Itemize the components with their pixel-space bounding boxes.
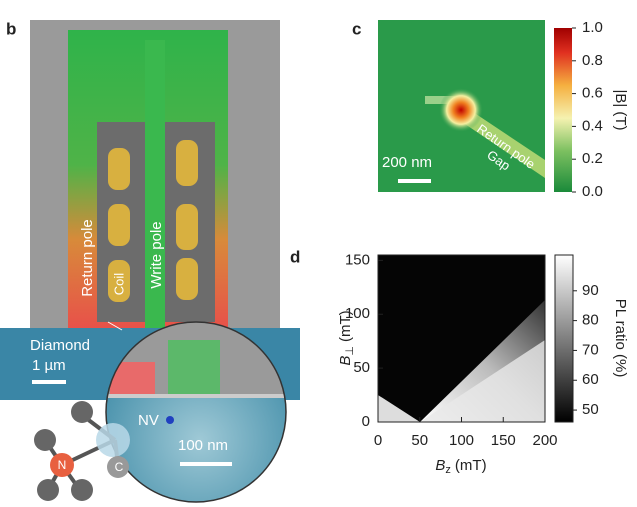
x-tick-label: 100 xyxy=(449,432,474,449)
colorbar-label: |B| (T) xyxy=(612,89,629,130)
scale-label: 100 nm xyxy=(178,437,228,454)
atom xyxy=(71,401,93,423)
y-tick-label: 100 xyxy=(345,305,370,322)
colorbar-tick-label: 0.8 xyxy=(582,52,603,69)
colorbar-tick-label: 90 xyxy=(582,282,599,299)
coil-label: Coil xyxy=(111,273,126,296)
atom-label: N xyxy=(58,458,67,472)
inset-pointer xyxy=(107,321,123,331)
colorbar-tick-label: 0.4 xyxy=(582,117,603,134)
y-tick-label: 50 xyxy=(353,359,370,376)
colorbar-tick-label: 1.0 xyxy=(582,19,603,36)
x-tick-label: 50 xyxy=(411,432,428,449)
panel-label: b xyxy=(6,19,16,38)
colorbar-tick-label: 0.0 xyxy=(582,183,603,200)
colorbar xyxy=(554,28,572,192)
colorbar-tick-label: 50 xyxy=(582,401,599,418)
write-pole xyxy=(145,40,165,330)
atom xyxy=(50,453,74,477)
atom xyxy=(37,479,59,501)
colorbar-tick-label: 70 xyxy=(582,341,599,358)
diamond-label: Diamond xyxy=(30,337,90,354)
scale-label: 1 µm xyxy=(32,357,66,374)
x-tick-label: 0 xyxy=(374,432,382,449)
y-tick-label: 0 xyxy=(362,413,370,430)
return-pole-label: Return pole xyxy=(79,219,96,297)
panel-label: c xyxy=(352,19,361,38)
scale-label: 200 nm xyxy=(382,154,432,171)
hot-spot xyxy=(439,88,483,132)
x-axis-label: Bz (mT) xyxy=(435,457,486,476)
inset xyxy=(106,322,286,502)
atom xyxy=(71,479,93,501)
pole-edge xyxy=(425,96,455,104)
colorbar-tick-label: 0.2 xyxy=(582,150,603,167)
colorbar xyxy=(554,254,574,423)
gap-band xyxy=(462,110,545,178)
atom-label: C xyxy=(115,460,124,474)
heatmap xyxy=(378,255,545,422)
write-pole-label: Write pole xyxy=(148,221,165,288)
colorbar-label: PL ratio (%) xyxy=(612,299,629,378)
vacancy xyxy=(96,423,130,457)
x-tick-label: 150 xyxy=(491,432,516,449)
colorbar-tick-label: 80 xyxy=(582,312,599,329)
y-axis-label: B⊥(mT) xyxy=(337,310,356,365)
x-tick-label: 200 xyxy=(532,432,557,449)
inset-border xyxy=(105,321,287,503)
nv-label: NV xyxy=(138,412,159,429)
atom xyxy=(34,429,56,451)
coil-turns xyxy=(108,140,198,302)
y-tick-label: 150 xyxy=(345,251,370,268)
panel-label: d xyxy=(290,247,300,266)
colorbar-tick-label: 60 xyxy=(582,371,599,388)
nv-center xyxy=(166,416,174,424)
atom xyxy=(107,456,129,478)
colorbar-tick-label: 0.6 xyxy=(582,85,603,102)
